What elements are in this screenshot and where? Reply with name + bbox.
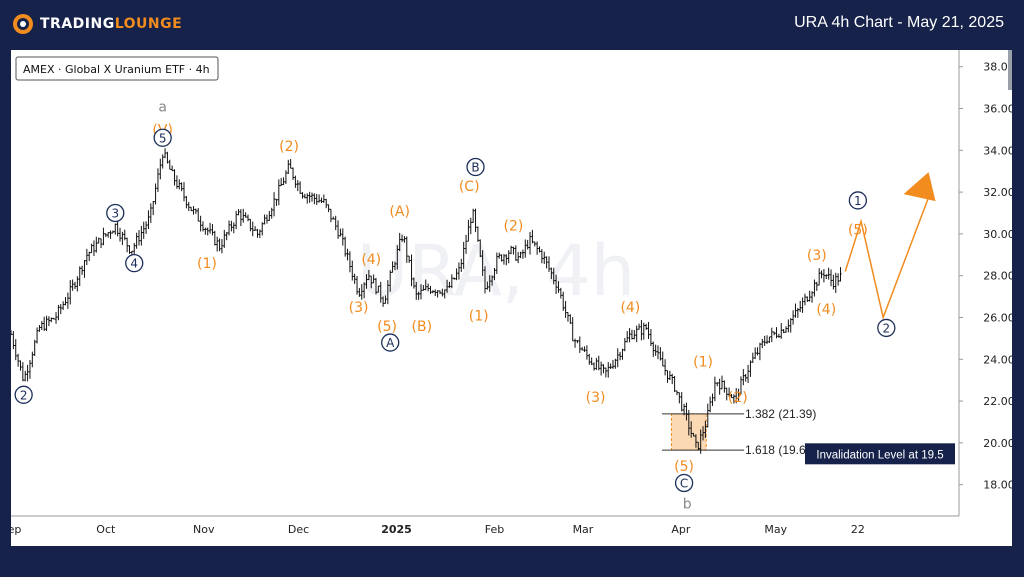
wave-circle-ring [466,157,485,177]
y-tick-label: 38.00 [983,61,1012,74]
price-chart[interactable]: URA, 4h 1.382 (21.39)1.618 (19.65) a(V)5… [11,50,1012,546]
x-tick-label: Mar [573,523,594,536]
wave-label: 2 [20,388,28,402]
x-tick-label: Dec [288,523,309,536]
x-tick-label: 2025 [381,523,412,536]
wave-circle-ring [674,473,694,493]
wave-label-circle: 2 [14,385,33,404]
wave-label: (1) [693,354,713,370]
wave-label: (5) [377,319,397,335]
brand-text-part1: TRADING [40,16,115,32]
wave-label: b [683,496,692,512]
wave-label: A [386,336,395,350]
header-bar: TRADINGLOUNGE URA 4h Chart - May 21, 202… [0,0,1024,50]
chart-panel[interactable]: URA, 4h 1.382 (21.39)1.618 (19.65) a(V)5… [11,50,1012,546]
y-tick-label: 28.00 [983,270,1012,283]
x-tick-label: Sep [11,523,21,536]
wave-label: (C) [459,179,480,195]
wave-label: 5 [159,131,167,145]
wave-label: (2) [279,139,299,155]
x-tick-label: May [764,523,787,536]
x-tick-label: 22 [851,523,865,536]
x-tick-label: Nov [193,523,215,536]
wave-label-circle: C [674,473,694,493]
chart-title: URA 4h Chart - May 21, 2025 [794,14,1004,31]
legend-box: AMEX · Global X Uranium ETF · 4h [15,56,219,81]
wave-label: (2) [728,390,748,406]
y-tick-label: 32.00 [983,186,1012,199]
wave-label: (4) [816,302,836,318]
wave-label: (4) [361,252,381,268]
x-tick-label: Feb [485,523,504,536]
wave-label: a [158,99,167,115]
y-tick-label: 20.00 [983,437,1012,450]
wave-circle-ring [877,318,896,338]
wave-label: (1) [469,308,489,324]
wave-circle-ring [14,385,33,404]
wave-label: (2) [504,219,524,235]
invalidation-badge: Invalidation Level at 19.5 [805,443,955,465]
wave-label: (4) [620,300,640,316]
wave-label: (3) [807,248,827,264]
wave-label-circle: 3 [106,203,125,223]
wave-circle-ring [106,203,125,223]
wave-label-circle: 5 [153,128,172,147]
projection-arrow-icon [903,172,936,202]
wave-circle-ring [153,128,172,147]
scroll-handle [1008,50,1012,90]
watermark-text: URA, 4h [357,230,635,312]
wave-label-circle: 4 [125,253,144,273]
projection-path [844,191,932,321]
wave-label: 3 [111,206,119,220]
invalidation-text: Invalidation Level at 19.5 [816,449,943,461]
logo-mark-icon [13,14,33,34]
fib-label: 1.618 (19.65) [745,443,816,457]
wave-circle-ring [381,333,400,352]
y-tick-label: 34.00 [983,144,1012,157]
y-tick-label: 24.00 [983,353,1012,366]
wave-label: B [471,161,479,175]
wave-label-circle: A [381,333,400,352]
wave-label: (A) [389,204,410,220]
legend-text: AMEX · Global X Uranium ETF · 4h [23,63,210,76]
wave-label: (5) [674,459,694,475]
wave-label: (3) [349,300,369,316]
y-tick-label: 22.00 [983,395,1012,408]
wave-label-circle: 2 [877,318,896,338]
invalidation-box [805,443,955,465]
wave-label-circle: 1 [848,191,868,210]
wave-label: (3) [586,390,606,406]
wave-label: (B) [412,319,433,335]
wave-label: (5) [848,223,868,239]
fib-label: 1.382 (21.39) [745,407,816,421]
brand-text-part2: LOUNGE [114,16,183,32]
wave-label: C [680,476,688,490]
y-tick-label: 36.00 [983,103,1012,116]
wave-circle-ring [848,191,868,210]
wave-label: 2 [882,321,890,335]
wave-label: 1 [854,194,862,208]
wave-label: (1) [197,256,217,272]
wave-label-circle: B [466,157,485,177]
wave-circle-ring [125,253,144,273]
legend-frame [15,56,219,81]
brand-logo: TRADINGLOUNGE [12,12,182,36]
y-tick-label: 30.00 [983,228,1012,241]
y-tick-label: 18.00 [983,479,1012,492]
y-tick-label: 26.00 [983,311,1012,324]
x-tick-label: Apr [671,523,691,536]
x-tick-label: Oct [96,523,116,536]
wave-label: 4 [130,257,138,271]
